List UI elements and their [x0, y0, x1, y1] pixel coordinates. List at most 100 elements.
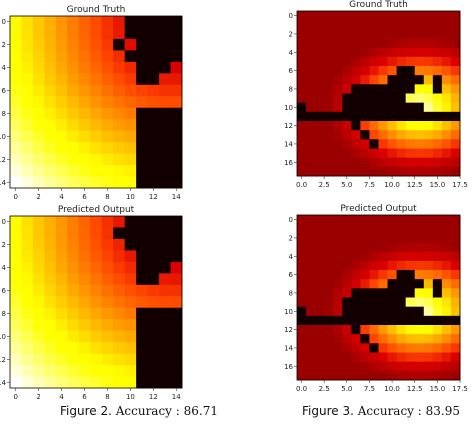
heatmap-cell	[369, 38, 379, 49]
heatmap-cell	[21, 330, 34, 343]
heatmap-cell	[333, 111, 343, 122]
heatmap-cell	[78, 27, 91, 40]
heatmap-cell	[136, 165, 148, 177]
heatmap-cell	[67, 96, 80, 109]
x-tick-label: 0.0	[296, 385, 307, 393]
heatmap-cell	[387, 242, 398, 253]
heatmap-cell	[414, 279, 425, 289]
heatmap-cell	[450, 352, 461, 363]
heatmap-cell	[147, 365, 160, 377]
heatmap-cell	[387, 47, 398, 58]
heatmap-cell	[55, 130, 68, 143]
heatmap-cell	[342, 325, 352, 335]
heatmap-cell	[414, 38, 425, 49]
heatmap-cell	[32, 227, 45, 240]
heatmap-cell	[450, 166, 461, 177]
heatmap-cell	[315, 334, 325, 344]
heatmap-cell	[159, 119, 171, 132]
heatmap-cell	[147, 227, 160, 240]
heatmap-cell	[441, 157, 452, 168]
heatmap-cell	[90, 38, 103, 51]
heatmap-cell	[324, 242, 334, 253]
heatmap-cell	[315, 279, 325, 289]
heatmap-cell	[10, 16, 22, 28]
heatmap-cell	[315, 148, 325, 159]
heatmap-cell	[315, 166, 325, 177]
heatmap-cell	[101, 16, 114, 28]
heatmap-cell	[113, 27, 126, 40]
heatmap-cell	[360, 102, 370, 113]
heatmap-cell	[10, 84, 22, 97]
heatmap-cell	[360, 121, 370, 131]
heatmap-cell	[170, 376, 183, 389]
heatmap-cell	[297, 121, 307, 131]
heatmap-cell	[136, 307, 148, 320]
heatmap-cell	[44, 376, 57, 389]
heatmap-cell	[432, 352, 443, 363]
figure-3-caption: Figure 3. Accuracy : 83.95	[302, 404, 460, 418]
heatmap-cell	[170, 216, 183, 228]
heatmap-cell	[387, 157, 398, 168]
heatmap-cell	[324, 38, 334, 49]
heatmap-cell	[10, 296, 22, 309]
heatmap-cell	[67, 216, 80, 228]
heatmap-cell	[396, 334, 407, 344]
heatmap-cell	[136, 50, 148, 63]
heatmap-cell	[333, 251, 343, 262]
y-tick-label: 4	[2, 64, 7, 72]
heatmap-cell	[441, 38, 452, 49]
heatmap-cell	[113, 342, 126, 354]
heatmap-cell	[124, 216, 137, 228]
heatmap-cell	[67, 130, 80, 143]
heatmap-cell	[324, 84, 334, 94]
heatmap-cell	[78, 84, 91, 97]
heatmap-cell	[306, 148, 316, 159]
heatmap-cell	[360, 270, 370, 280]
heatmap-cell	[170, 107, 183, 120]
heatmap-cell	[170, 261, 183, 274]
heatmap-cell	[387, 11, 398, 21]
heatmap-cell	[78, 38, 91, 51]
heatmap-cell	[32, 107, 45, 120]
heatmap-cell	[44, 176, 57, 189]
heatmap-cell	[315, 297, 325, 308]
heatmap-cell	[101, 119, 114, 132]
heatmap-cell	[387, 66, 398, 76]
heatmap-cell	[306, 130, 316, 140]
heatmap-cell	[32, 50, 45, 63]
heatmap-cell	[378, 56, 388, 67]
heatmap-cell	[124, 342, 137, 354]
x-tick-label: 15.0	[430, 181, 446, 189]
heatmap-cell	[113, 50, 126, 63]
y-tick-label: 4	[289, 49, 294, 57]
heatmap-cell	[297, 297, 307, 308]
heatmap-1: Ground Truth 0 2 4 6 8 10 12 14 0 2 4 6 8 10 12 14	[0, 5, 183, 201]
heatmap-cell	[423, 38, 434, 49]
heatmap-cell	[32, 61, 45, 74]
heatmap-cell	[124, 130, 137, 143]
heatmap-cell	[136, 273, 148, 286]
heatmap-cell	[351, 270, 361, 280]
heatmap-cell	[405, 157, 416, 168]
heatmap-cell	[101, 319, 114, 332]
heatmap-cell	[324, 56, 334, 67]
heatmap-cell	[324, 130, 334, 140]
x-tick-label: 10	[126, 193, 135, 201]
heatmap-cell	[10, 61, 22, 74]
heatmap-cell	[101, 227, 114, 240]
heatmap-cell	[101, 130, 114, 143]
heatmap-cell	[124, 50, 137, 63]
heatmap-cell	[387, 102, 398, 113]
heatmap-cell	[342, 38, 352, 49]
heatmap-cell	[414, 11, 425, 21]
heatmap-cell	[450, 297, 461, 308]
heatmap-cell	[44, 365, 57, 377]
heatmap-cell	[147, 284, 160, 297]
heatmap-cell	[333, 270, 343, 280]
heatmap-cell	[432, 130, 443, 140]
heatmap-cell	[55, 216, 68, 228]
heatmap-cell	[21, 16, 34, 28]
heatmap-cell	[32, 365, 45, 377]
heatmap-cell	[90, 84, 103, 97]
heatmap-cell	[414, 242, 425, 253]
